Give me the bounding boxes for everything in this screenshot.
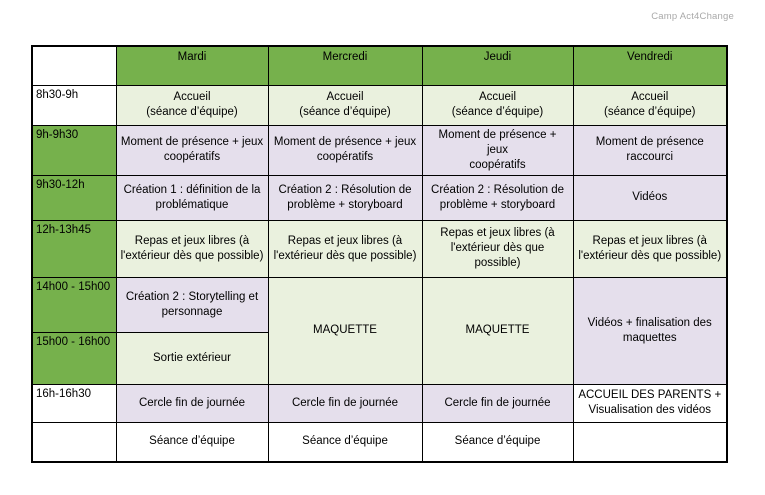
time-cell: 14h00 - 15h00 <box>31 276 117 333</box>
row-14h00-15h00: 14h00 - 15h00 Création 2 : Storytelling … <box>31 276 728 385</box>
schedule-cell: Moment de présence + jeux coopératifs <box>421 124 574 176</box>
schedule-cell: Sortie extérieur <box>115 331 269 385</box>
row-9h-9h30: 9h-9h30 Moment de présence + jeux coopér… <box>31 124 728 176</box>
row-16h-16h30: 16h-16h30 Cercle fin de journée Cercle f… <box>31 383 728 423</box>
schedule-cell: Repas et jeux libres (à l'extérieur dès … <box>572 219 728 278</box>
time-cell <box>31 421 117 463</box>
schedule-cell: Cercle fin de journée <box>267 383 423 423</box>
schedule-cell: Création 2 : Storytelling et personnage <box>115 276 269 333</box>
schedule-cell: Vidéos + finalisation des maquettes <box>572 276 728 385</box>
schedule-cell: Vidéos <box>572 174 728 221</box>
header-row: Mardi Mercredi Jeudi Vendredi <box>31 45 728 86</box>
schedule-cell: Création 1 : définition de la problémati… <box>115 174 269 221</box>
schedule-cell: Accueil (séance d’équipe) <box>572 84 728 126</box>
schedule-cell: Séance d’équipe <box>115 421 269 463</box>
schedule-cell-maquette: MAQUETTE <box>421 276 574 385</box>
schedule-cell-maquette: MAQUETTE <box>267 276 423 385</box>
day-header-mercredi: Mercredi <box>267 45 423 86</box>
row-15h00-16h00: 15h00 - 16h00 Sortie extérieur <box>31 331 727 385</box>
schedule-cell: Moment de présence + jeux coopératifs <box>267 124 423 176</box>
time-cell: 9h-9h30 <box>31 124 117 176</box>
day-header-jeudi: Jeudi <box>421 45 574 86</box>
row-seance-equipe: Séance d’équipe Séance d’équipe Séance d… <box>31 421 728 463</box>
time-cell: 15h00 - 16h00 <box>31 331 117 385</box>
schedule-cell: Accueil (séance d’équipe) <box>115 84 269 126</box>
row-12h-13h45: 12h-13h45 Repas et jeux libres (à l'exté… <box>31 219 728 278</box>
schedule-cell: Séance d’équipe <box>267 421 423 463</box>
day-header-vendredi: Vendredi <box>572 45 728 86</box>
row-9h30-12h: 9h30-12h Création 1 : définition de la p… <box>31 174 728 221</box>
schedule-cell: Accueil (séance d’équipe) <box>421 84 574 126</box>
schedule-cell: Repas et jeux libres (à l'extérieur dès … <box>115 219 269 278</box>
row-8h30-9h: 8h30-9h Accueil (séance d’équipe) Accuei… <box>31 84 728 126</box>
schedule-cell: ACCUEIL DES PARENTS + Visualisation des … <box>572 383 728 423</box>
document-watermark: Camp Act4Change <box>651 11 734 22</box>
schedule-cell: Accueil (séance d’équipe) <box>267 84 423 126</box>
schedule-cell: Séance d’équipe <box>421 421 574 463</box>
schedule-cell: Cercle fin de journée <box>115 383 269 423</box>
schedule-cell: Moment de présence + jeux coopératifs <box>115 124 269 176</box>
schedule-table: Mardi Mercredi Jeudi Vendredi 8h30-9h Ac… <box>31 45 728 463</box>
corner-cell <box>31 45 117 86</box>
schedule-cell: Moment de présence raccourci <box>572 124 728 176</box>
schedule-cell: Création 2 : Résolution de problème + st… <box>267 174 423 221</box>
schedule-cell: Cercle fin de journée <box>421 383 574 423</box>
time-cell: 9h30-12h <box>31 174 117 221</box>
time-cell: 12h-13h45 <box>31 219 117 278</box>
schedule-cell: Création 2 : Résolution de problème + st… <box>421 174 574 221</box>
schedule-cell: Repas et jeux libres (à l'extérieur dès … <box>421 219 574 278</box>
time-cell: 16h-16h30 <box>31 383 117 423</box>
schedule-cell <box>572 421 728 463</box>
schedule-cell: Repas et jeux libres (à l'extérieur dès … <box>267 219 423 278</box>
time-cell: 8h30-9h <box>31 84 117 126</box>
day-header-mardi: Mardi <box>115 45 269 86</box>
